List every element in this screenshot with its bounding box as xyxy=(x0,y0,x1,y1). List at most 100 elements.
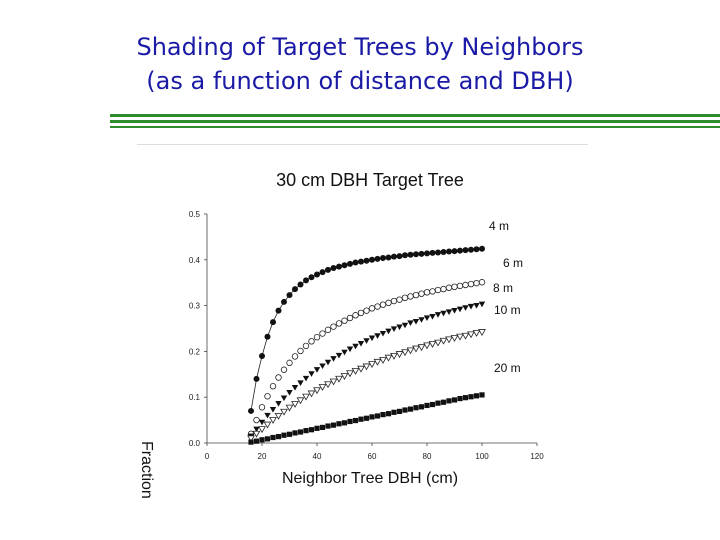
divider-rule-lower xyxy=(110,126,720,128)
data-point xyxy=(374,255,381,262)
data-point xyxy=(357,365,365,373)
data-point xyxy=(303,277,309,284)
data-point xyxy=(379,357,387,364)
chart-axes xyxy=(206,214,537,444)
data-point xyxy=(384,354,393,362)
data-point xyxy=(336,263,342,270)
data-point xyxy=(457,395,463,402)
data-point xyxy=(330,422,337,428)
series-label: 6 m xyxy=(503,256,523,270)
data-point xyxy=(275,374,282,381)
y-tick-label: 0.1 xyxy=(189,393,201,402)
data-point xyxy=(330,323,337,330)
data-point xyxy=(308,338,315,345)
data-point xyxy=(357,309,365,317)
data-point xyxy=(248,407,254,414)
data-point xyxy=(253,375,260,382)
data-point xyxy=(401,322,409,329)
data-point xyxy=(379,301,387,308)
data-point xyxy=(407,293,414,300)
data-point xyxy=(385,299,392,307)
data-point xyxy=(473,246,480,253)
data-point xyxy=(319,424,326,431)
data-point xyxy=(291,353,299,360)
data-point xyxy=(319,363,326,370)
data-point xyxy=(314,425,320,431)
data-point xyxy=(296,397,305,405)
data-point xyxy=(270,319,276,326)
data-point xyxy=(247,435,255,443)
data-point xyxy=(302,393,310,401)
data-point xyxy=(423,342,431,350)
chart-title: 30 cm DBH Target Tree xyxy=(276,170,464,190)
data-point xyxy=(396,296,403,303)
data-point xyxy=(352,417,359,424)
data-point xyxy=(412,319,420,325)
data-point xyxy=(363,257,370,264)
data-point xyxy=(308,371,315,377)
data-point xyxy=(418,250,425,257)
data-point xyxy=(297,380,304,387)
data-point xyxy=(302,375,310,382)
series-labels: 4 m 6 m 8 m 10 m 20 m xyxy=(489,219,523,375)
data-point xyxy=(335,320,343,327)
data-point xyxy=(280,395,288,402)
data-point xyxy=(341,262,348,269)
data-point xyxy=(369,414,375,420)
y-tick-label: 0.0 xyxy=(189,439,201,448)
data-point xyxy=(269,406,277,413)
data-point xyxy=(270,434,276,441)
data-point xyxy=(446,398,452,404)
data-point xyxy=(373,358,382,366)
data-point xyxy=(418,404,425,410)
data-point xyxy=(468,394,474,400)
data-point xyxy=(253,416,260,424)
data-point xyxy=(462,247,469,254)
series-label: 10 m xyxy=(494,303,521,317)
data-point xyxy=(291,401,299,408)
data-point xyxy=(456,333,464,341)
data-point xyxy=(297,429,304,435)
data-point xyxy=(346,370,354,378)
data-point xyxy=(385,328,392,335)
data-point xyxy=(258,426,266,434)
data-point xyxy=(324,381,332,389)
data-point xyxy=(269,383,277,390)
data-point xyxy=(324,326,332,334)
data-point xyxy=(297,281,304,288)
data-point xyxy=(418,290,425,297)
data-point xyxy=(363,338,370,344)
data-point xyxy=(308,274,315,281)
data-point xyxy=(341,349,348,356)
data-point xyxy=(292,430,298,436)
data-point xyxy=(391,253,397,260)
data-point xyxy=(467,331,475,339)
divider-rule-upper xyxy=(110,114,720,117)
series-6-m xyxy=(247,279,486,438)
data-point xyxy=(303,428,309,434)
data-point xyxy=(264,436,271,442)
data-point xyxy=(445,309,453,316)
data-point xyxy=(440,310,447,317)
data-point xyxy=(351,368,360,375)
data-point xyxy=(417,344,426,352)
data-point xyxy=(390,352,398,360)
data-point xyxy=(467,303,475,310)
data-point xyxy=(407,406,414,412)
data-point xyxy=(357,341,365,347)
data-point xyxy=(406,347,415,355)
data-point xyxy=(440,285,447,293)
data-point xyxy=(341,317,348,324)
series-label: 4 m xyxy=(489,219,509,233)
data-point xyxy=(347,418,353,425)
data-point xyxy=(264,333,271,340)
y-tick-label: 0.5 xyxy=(189,210,201,219)
data-point xyxy=(263,421,272,429)
data-point xyxy=(374,303,381,310)
y-axis-label: Fraction xyxy=(138,441,155,499)
data-point xyxy=(396,408,403,414)
x-axis-label: Neighbor Tree DBH (cm) xyxy=(282,470,458,487)
data-point xyxy=(292,286,298,293)
data-point xyxy=(473,303,480,309)
data-point xyxy=(253,438,260,444)
